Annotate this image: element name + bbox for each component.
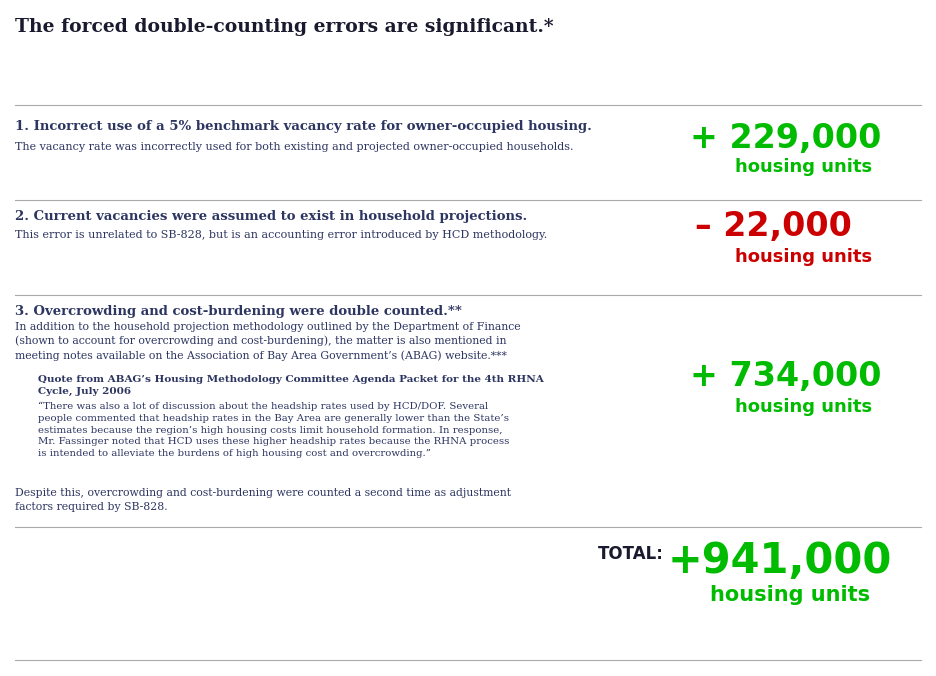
Text: “There was also a lot of discussion about the headship rates used by HCD/DOF. Se: “There was also a lot of discussion abou… [38,402,509,458]
Text: Quote from ABAG’s Housing Methodology Committee Agenda Packet for the 4th RHNA
C: Quote from ABAG’s Housing Methodology Co… [38,375,544,396]
Text: Despite this, overcrowding and cost-burdening were counted a second time as adju: Despite this, overcrowding and cost-burd… [15,488,511,512]
Text: +941,000: +941,000 [668,540,892,582]
Text: This error is unrelated to SB-828, but is an accounting error introduced by HCD : This error is unrelated to SB-828, but i… [15,230,548,240]
Text: The vacancy rate was incorrectly used for both existing and projected owner-occu: The vacancy rate was incorrectly used fo… [15,142,574,152]
Text: housing units: housing units [710,585,870,605]
Text: housing units: housing units [735,248,872,266]
Text: The forced double-counting errors are significant.*: The forced double-counting errors are si… [15,18,553,36]
Text: + 734,000: + 734,000 [690,360,882,393]
Text: TOTAL:: TOTAL: [598,545,664,563]
Text: – 22,000: – 22,000 [695,210,852,243]
Text: 1. Incorrect use of a 5% benchmark vacancy rate for owner-occupied housing.: 1. Incorrect use of a 5% benchmark vacan… [15,120,592,133]
Text: housing units: housing units [735,398,872,416]
Text: + 229,000: + 229,000 [690,122,882,155]
Text: 2. Current vacancies were assumed to exist in household projections.: 2. Current vacancies were assumed to exi… [15,210,527,223]
Text: 3. Overcrowding and cost-burdening were double counted.**: 3. Overcrowding and cost-burdening were … [15,305,461,318]
Text: In addition to the household projection methodology outlined by the Department o: In addition to the household projection … [15,322,520,361]
Text: housing units: housing units [735,158,872,176]
